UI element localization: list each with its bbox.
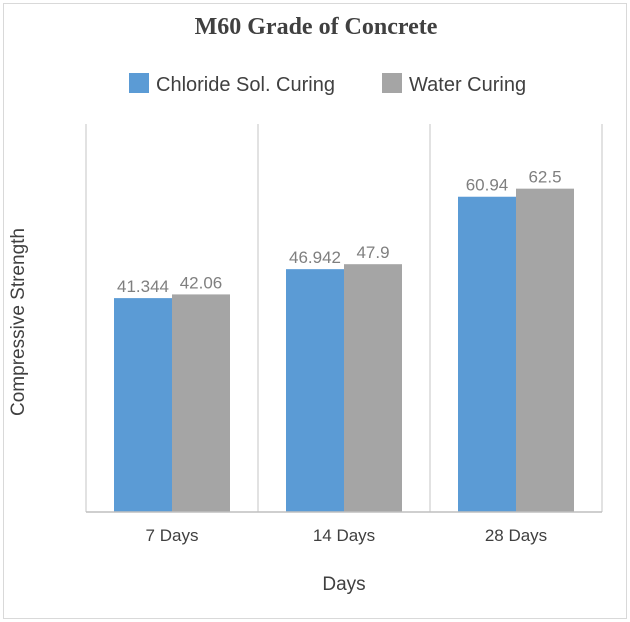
data-label-chloride-1: 46.942 (289, 248, 341, 267)
legend-label-chloride: Chloride Sol. Curing (156, 74, 335, 96)
x-axis-title: Days (322, 574, 365, 595)
legend-swatch-water (382, 73, 402, 93)
x-tick-label-1: 14 Days (313, 526, 375, 545)
bar-water-1 (344, 264, 402, 512)
bar-chloride-0 (114, 298, 172, 512)
x-tick-label-2: 28 Days (485, 526, 547, 545)
chart-title: M60 Grade of Concrete (195, 14, 438, 40)
category-separators (85, 124, 603, 512)
data-label-chloride-2: 60.94 (466, 176, 509, 195)
bar-chloride-2 (458, 196, 516, 512)
bar-chart: M60 Grade of Concrete Chloride Sol. Curi… (8, 14, 603, 595)
data-label-water-1: 47.9 (356, 243, 389, 262)
bar-water-2 (516, 188, 574, 512)
legend-swatch-chloride (129, 73, 149, 93)
bars (114, 188, 574, 512)
x-tick-label-0: 7 Days (146, 526, 199, 545)
data-label-water-0: 42.06 (180, 273, 223, 292)
y-axis-title: Compressive Strength (8, 228, 29, 416)
legend: Chloride Sol. Curing Water Curing (129, 73, 526, 96)
legend-label-water: Water Curing (409, 74, 526, 96)
bar-chloride-1 (286, 269, 344, 512)
x-tick-labels: 7 Days 14 Days 28 Days (146, 526, 548, 545)
data-labels: 41.344 42.06 46.942 47.9 60.94 62.5 (117, 168, 562, 296)
chart-frame: M60 Grade of Concrete Chloride Sol. Curi… (3, 3, 627, 619)
bar-water-0 (172, 294, 230, 512)
data-label-water-2: 62.5 (528, 168, 561, 187)
data-label-chloride-0: 41.344 (117, 277, 169, 296)
